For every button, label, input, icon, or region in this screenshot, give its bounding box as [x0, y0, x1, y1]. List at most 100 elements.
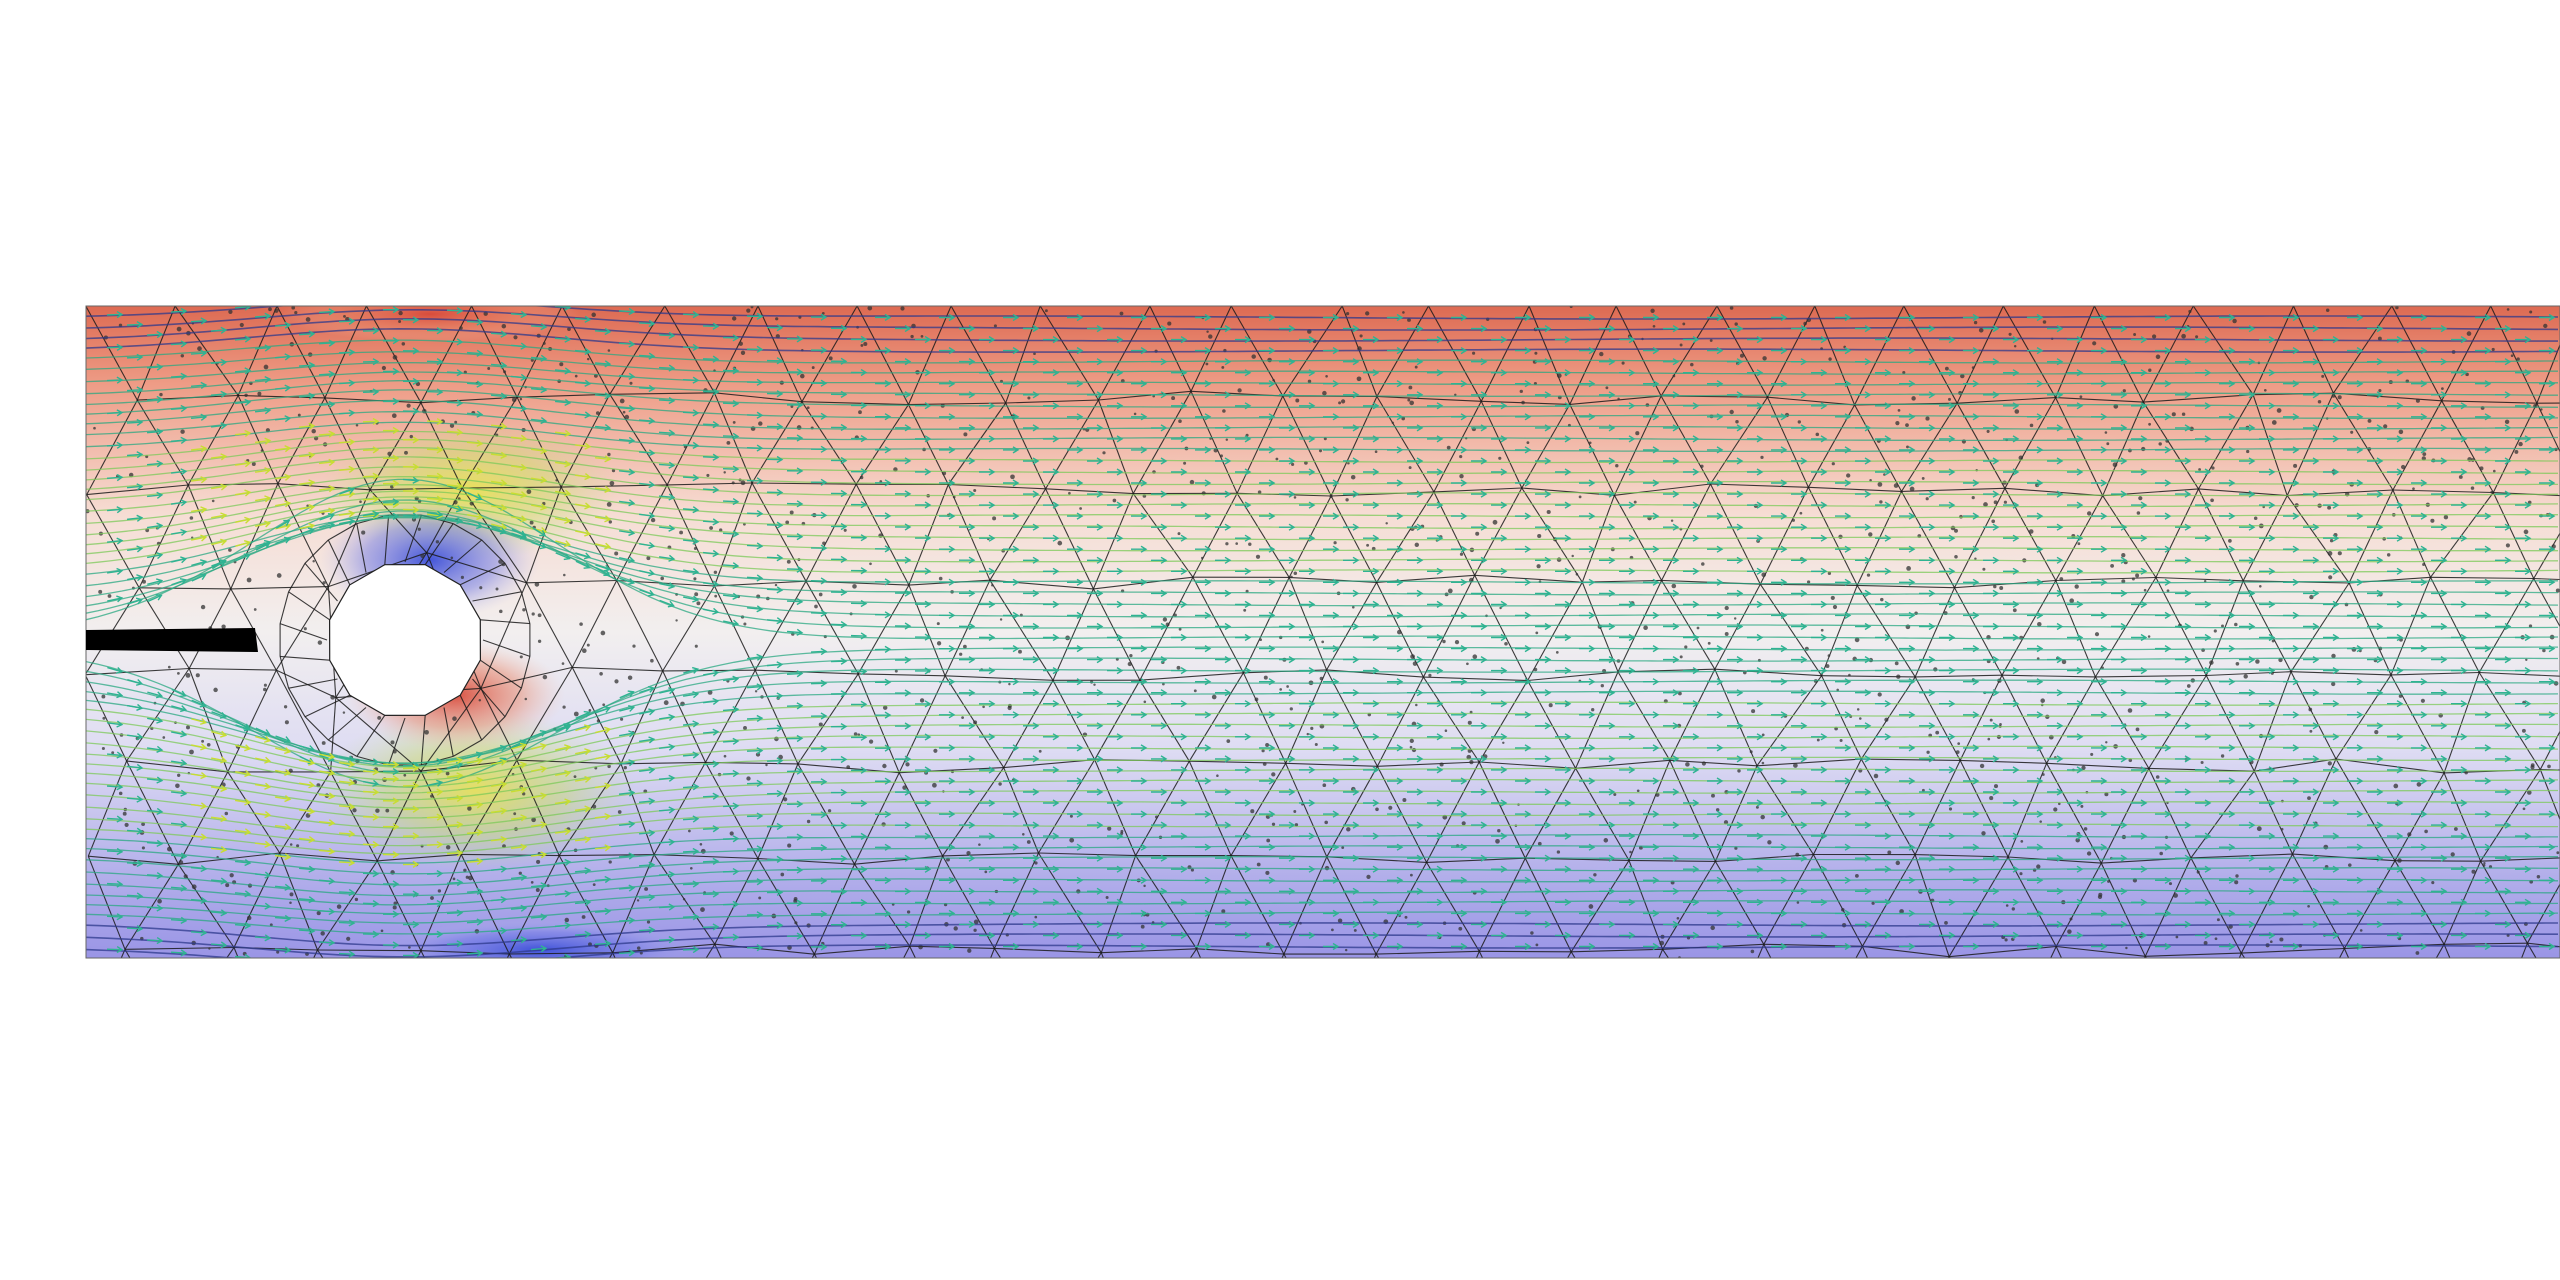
velocity-arrow [939, 942, 956, 951]
mesh-node [2378, 389, 2382, 393]
mesh-node [2490, 490, 2494, 494]
velocity-arrow [491, 526, 507, 535]
velocity-arrow [1363, 369, 1380, 377]
velocity-arrow [959, 788, 976, 796]
velocity-arrow [2515, 666, 2532, 675]
velocity-arrow [1043, 501, 1060, 509]
mesh-node [723, 754, 727, 758]
velocity-arrow [1535, 324, 1552, 333]
mesh-edge [1914, 587, 1956, 678]
velocity-arrow [2283, 512, 2300, 520]
mesh-edge [230, 483, 279, 590]
mesh-edge [1135, 760, 1190, 856]
velocity-arrow [1235, 898, 1252, 906]
velocity-arrow [1043, 898, 1060, 906]
mesh-node [1925, 497, 1929, 501]
velocity-arrow [874, 346, 892, 355]
velocity-arrow [619, 577, 635, 585]
velocity-arrow [2347, 777, 2364, 785]
mesh-edge [2441, 400, 2494, 493]
velocity-arrow [1131, 678, 1148, 686]
mesh-edge [942, 855, 995, 949]
velocity-arrow [1427, 666, 1444, 675]
velocity-arrow [1043, 700, 1060, 708]
mesh-edge [504, 687, 522, 717]
velocity-arrow [1131, 413, 1148, 421]
velocity-arrow [210, 422, 228, 430]
mesh-edge [2487, 1039, 2560, 1046]
mesh-edge [526, 579, 617, 584]
mesh-edge [1860, 676, 1916, 760]
mesh-edge [1661, 483, 1711, 581]
mesh-node [1906, 566, 1911, 571]
velocity-arrow [1451, 578, 1468, 586]
mesh-edge [2240, 957, 2242, 958]
mesh-node [385, 808, 390, 813]
velocity-arrow [1555, 534, 1572, 542]
mesh-edge [461, 853, 560, 857]
mesh-edge [620, 763, 655, 855]
velocity-arrow [830, 621, 848, 629]
mesh-edge [1188, 672, 1244, 762]
mesh-node [636, 946, 641, 950]
velocity-arrow [1491, 799, 1508, 807]
velocity-arrow [1535, 821, 1552, 829]
mesh-node [1206, 330, 1209, 333]
velocity-arrow [1195, 876, 1212, 884]
velocity-arrow [1791, 689, 1808, 697]
mesh-edge [376, 860, 422, 951]
velocity-arrow [530, 851, 548, 859]
velocity-arrow [1491, 369, 1508, 377]
mesh-edge [1766, 396, 1809, 488]
velocity-arrow [382, 775, 400, 783]
velocity-arrow [2411, 545, 2428, 553]
mesh-edge [369, 402, 422, 491]
velocity-arrow [2283, 611, 2300, 620]
velocity-arrow [2411, 843, 2428, 851]
velocity-arrow [830, 423, 848, 432]
mesh-node [2327, 505, 2332, 510]
mesh-edge [1433, 487, 1522, 493]
velocity-arrow [1235, 799, 1252, 807]
velocity-arrow [234, 858, 252, 867]
mesh-edge [334, 957, 335, 958]
velocity-arrow [554, 921, 572, 930]
velocity-arrow [1323, 810, 1340, 818]
velocity-arrow [658, 524, 676, 532]
velocity-arrow [2131, 700, 2148, 708]
velocity-arrow [362, 813, 380, 821]
mesh-node [2069, 598, 2075, 604]
velocity-arrow [1387, 380, 1404, 388]
velocity-arrow [1087, 556, 1104, 564]
mesh-node [1076, 889, 1081, 894]
mesh-node [263, 683, 267, 687]
velocity-arrow [2283, 346, 2300, 355]
velocity-arrow [170, 307, 188, 316]
mesh-node [1294, 823, 1299, 827]
velocity-arrow [850, 733, 868, 741]
velocity-arrow [830, 690, 848, 698]
velocity-arrow [1555, 832, 1572, 840]
mesh-edge [1856, 585, 1916, 678]
mesh-node [1466, 754, 1472, 760]
velocity-arrow [1407, 424, 1424, 432]
mesh-node [743, 726, 747, 730]
velocity-arrow [339, 518, 356, 526]
velocity-arrow [766, 390, 784, 398]
velocity-arrow [1195, 380, 1212, 388]
velocity-arrow [1407, 821, 1424, 829]
velocity-arrow [2175, 556, 2192, 564]
mesh-node [2092, 341, 2097, 346]
velocity-arrow [1555, 865, 1572, 873]
mesh-node [2415, 398, 2420, 403]
velocity-arrow [2003, 402, 2020, 410]
mesh-node [1248, 542, 1252, 546]
mesh-edge [1003, 759, 1095, 769]
velocity-arrow [1387, 909, 1404, 918]
velocity-arrow [427, 779, 444, 787]
velocity-arrow [274, 823, 292, 831]
velocity-arrow [2091, 512, 2108, 520]
mesh-node [894, 669, 898, 673]
mesh-node [2327, 551, 2333, 556]
mesh-edge [1869, 957, 1870, 958]
